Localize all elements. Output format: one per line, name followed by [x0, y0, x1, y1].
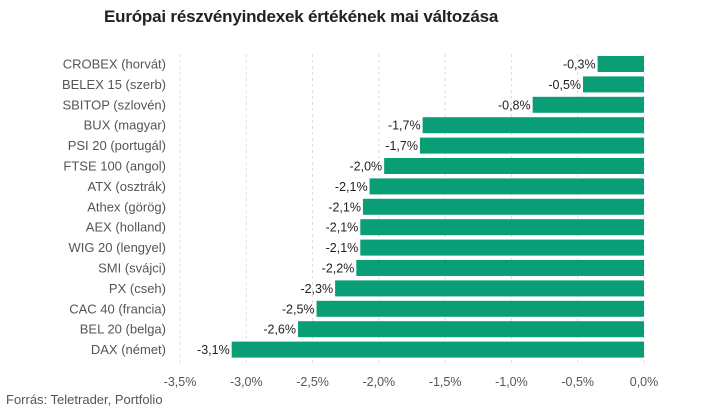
- data-label: -0,8%: [498, 98, 531, 112]
- x-tick-label: -1,5%: [429, 375, 462, 389]
- x-tick-label: -2,5%: [296, 375, 329, 389]
- data-label: -2,3%: [300, 282, 333, 296]
- bars: [231, 56, 644, 358]
- data-label: -1,7%: [388, 119, 421, 133]
- data-label: -2,1%: [328, 200, 361, 214]
- bar: [316, 300, 644, 317]
- data-label: -2,2%: [322, 262, 355, 276]
- data-label: -2,1%: [326, 221, 359, 235]
- bar: [335, 280, 644, 297]
- category-label: Athex (görög): [87, 199, 166, 214]
- bar: [356, 260, 644, 276]
- category-label: PX (cseh): [109, 281, 166, 296]
- data-label: -2,6%: [263, 323, 296, 337]
- category-label: DAX (német): [91, 342, 166, 357]
- category-label: SMI (svájci): [98, 261, 166, 276]
- bar: [362, 198, 644, 215]
- category-label: FTSE 100 (angol): [63, 159, 166, 174]
- bar: [384, 158, 644, 174]
- category-label: SBITOP (szlovén): [62, 97, 166, 112]
- x-tick-label: -3,0%: [230, 375, 263, 389]
- data-label: -2,1%: [326, 241, 359, 255]
- category-label: AEX (holland): [86, 220, 166, 235]
- bar: [597, 56, 644, 72]
- x-tick-label: -1,0%: [495, 375, 528, 389]
- chart-title: Európai részvényindexek értékének mai vá…: [104, 7, 499, 26]
- data-label: -1,7%: [385, 139, 418, 153]
- category-label: WIG 20 (lengyel): [68, 240, 166, 255]
- category-label: CROBEX (horvát): [63, 57, 166, 72]
- source-note: Forrás: Teletrader, Portfolio: [6, 392, 163, 407]
- data-label: -0,3%: [563, 58, 596, 72]
- bar: [360, 219, 644, 236]
- data-label: -3,1%: [197, 343, 230, 357]
- category-label: PSI 20 (portugál): [68, 138, 166, 153]
- bar: [532, 96, 644, 113]
- category-label: CAC 40 (francia): [69, 301, 166, 316]
- category-label: BEL 20 (belga): [80, 322, 166, 337]
- data-label: -0,5%: [548, 78, 581, 92]
- bar: [419, 137, 644, 154]
- bar: [360, 239, 644, 256]
- data-label: -2,1%: [335, 180, 368, 194]
- category-label: BUX (magyar): [84, 118, 166, 133]
- x-tick-label: -0,5%: [561, 375, 594, 389]
- labels: -3,5% -3,0% -2,5% -2,0% -1,5% -1,0% -0,5% 0,0% C…: [62, 57, 658, 390]
- bar: [422, 117, 644, 134]
- bar: [231, 341, 644, 358]
- bar: [297, 321, 644, 338]
- x-tick-label: -3,5%: [164, 375, 197, 389]
- x-tick-label: -2,0%: [363, 375, 396, 389]
- x-tick-label: 0,0%: [630, 375, 659, 389]
- data-label: -2,0%: [350, 160, 383, 174]
- data-label: -2,5%: [282, 302, 315, 316]
- category-label: ATX (osztrák): [88, 179, 167, 194]
- bar: [369, 178, 644, 195]
- category-label: BELEX 15 (szerb): [62, 77, 166, 92]
- bar: [583, 76, 644, 93]
